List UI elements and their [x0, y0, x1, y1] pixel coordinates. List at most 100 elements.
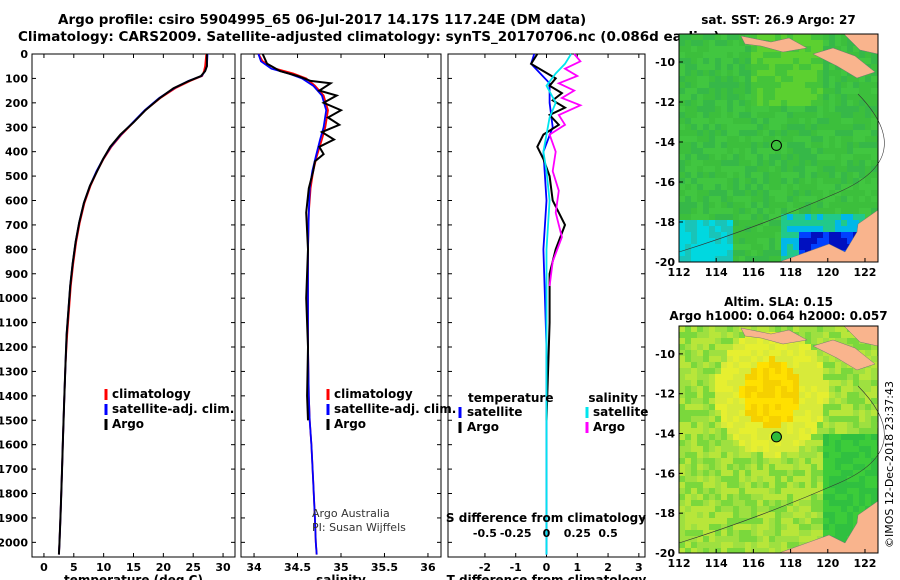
map-cell: [703, 482, 709, 488]
map-cell: [835, 46, 841, 52]
map-cell: [847, 130, 853, 136]
map-cell: [829, 476, 835, 482]
map-cell: [793, 482, 799, 488]
map-cell: [721, 440, 727, 446]
map-cell: [739, 548, 745, 553]
map-cell: [817, 398, 823, 404]
map-cell: [703, 148, 709, 154]
map-cell: [769, 184, 775, 190]
map-cell: [691, 166, 697, 172]
map-cell: [841, 238, 847, 244]
map-cell: [721, 238, 727, 244]
map-cell: [829, 434, 835, 440]
map-cell: [823, 428, 829, 434]
map-cell: [781, 362, 787, 368]
map-cell: [817, 220, 823, 226]
map-cell: [721, 536, 727, 542]
map-cell: [679, 142, 685, 148]
map-cell: [697, 34, 703, 40]
map-cell: [787, 446, 793, 452]
map-cell: [691, 458, 697, 464]
map-cell: [763, 350, 769, 356]
map-cell: [811, 344, 817, 350]
map-cell: [745, 208, 751, 214]
map-cell: [727, 142, 733, 148]
map-cell: [685, 386, 691, 392]
map-cell: [847, 476, 853, 482]
map-cell: [781, 536, 787, 542]
map-cell: [703, 82, 709, 88]
map-cell: [871, 160, 877, 166]
map-cell: [853, 464, 859, 470]
map-cell: [709, 40, 715, 46]
map-cell: [751, 88, 757, 94]
map-cell: [727, 82, 733, 88]
map-cell: [871, 434, 877, 440]
map-cell: [685, 70, 691, 76]
map-cell: [751, 106, 757, 112]
map-cell: [721, 148, 727, 154]
map-cell: [715, 548, 721, 553]
map-cell: [787, 250, 793, 256]
map-cell: [697, 476, 703, 482]
map-cell: [679, 220, 685, 226]
map-cell: [769, 536, 775, 542]
x-tick-label: -1: [510, 561, 522, 574]
map-cell: [757, 160, 763, 166]
map-cell: [865, 458, 871, 464]
map-cell: [793, 494, 799, 500]
map-cell: [745, 506, 751, 512]
map-cell: [799, 196, 805, 202]
map-cell: [775, 386, 781, 392]
map-cell: [763, 512, 769, 518]
x-axis-label: salinity: [316, 573, 366, 580]
map-cell: [733, 226, 739, 232]
map-cell: [859, 392, 865, 398]
map-cell: [829, 392, 835, 398]
map-cell: [841, 46, 847, 52]
map-cell: [709, 226, 715, 232]
map-cell: [703, 500, 709, 506]
map-cell: [685, 202, 691, 208]
map-cell: [763, 368, 769, 374]
map-cell: [703, 250, 709, 256]
map-cell: [703, 256, 709, 262]
map-cell: [865, 446, 871, 452]
map-cell: [775, 422, 781, 428]
map-cell: [709, 250, 715, 256]
map-cell: [829, 34, 835, 40]
map-cell: [733, 416, 739, 422]
legend-label: climatology: [112, 387, 191, 401]
map-cell: [811, 452, 817, 458]
map-cell: [691, 46, 697, 52]
map-cell: [829, 458, 835, 464]
map-cell: [757, 136, 763, 142]
x2-tick-label: -0.25: [500, 527, 532, 540]
map-cell: [799, 94, 805, 100]
map-cell: [781, 70, 787, 76]
map-cell: [709, 34, 715, 40]
map-cell: [733, 506, 739, 512]
map-cell: [847, 106, 853, 112]
map-cell: [703, 446, 709, 452]
map-cell: [829, 64, 835, 70]
map-cell: [691, 82, 697, 88]
map-cell: [757, 326, 763, 332]
map-cell: [841, 380, 847, 386]
map-cell: [835, 530, 841, 536]
map-cell: [691, 410, 697, 416]
map-cell: [835, 148, 841, 154]
map-cell: [721, 124, 727, 130]
map-cell: [715, 160, 721, 166]
map-cell: [769, 142, 775, 148]
map-cell: [757, 458, 763, 464]
x-tick-label: 10: [96, 561, 112, 574]
map-cell: [775, 458, 781, 464]
map-cell: [799, 100, 805, 106]
map-cell: [781, 178, 787, 184]
map-cell: [715, 434, 721, 440]
map-cell: [841, 142, 847, 148]
map-cell: [685, 446, 691, 452]
map-cell: [679, 184, 685, 190]
map-cell: [805, 398, 811, 404]
